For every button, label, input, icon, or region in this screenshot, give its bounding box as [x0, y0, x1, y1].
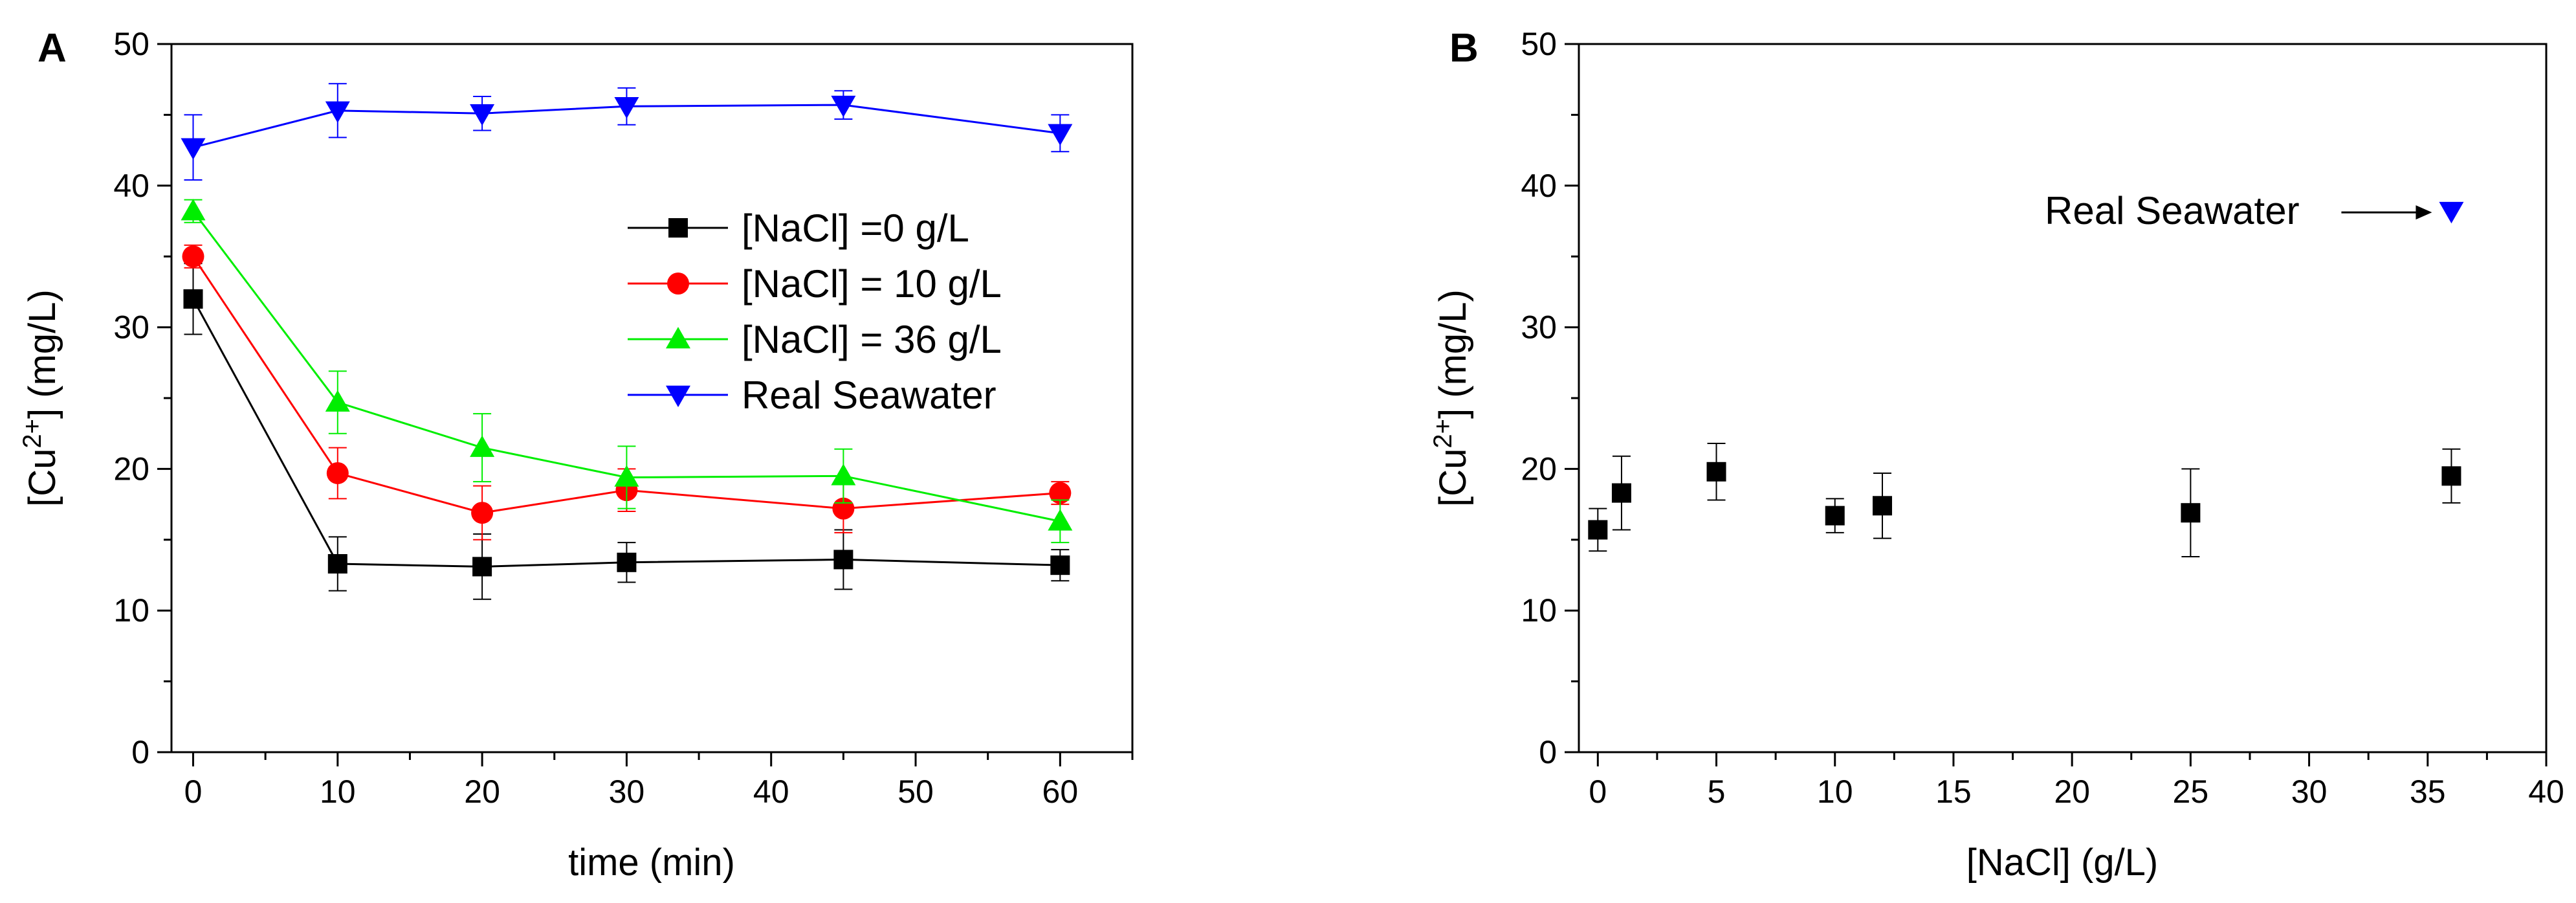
panel-a-x-tick-label: 20: [464, 774, 500, 810]
data-point-nacl-solutions: [2441, 466, 2461, 486]
panel-b-y-axis-label: [Cu2+] (mg/L): [1429, 289, 1474, 507]
panel-b-x-axis-label: [NaCl] (g/L): [1966, 842, 2159, 884]
data-point-nacl-36-g-l: [614, 465, 639, 487]
data-point-nacl-0-g-l: [472, 557, 492, 577]
panel-b-y-tick-label: 10: [1521, 592, 1557, 629]
panel-a-ticks: 0 10 20 30 40 50 60 0 10 20 30 40 50: [113, 26, 1134, 810]
data-point-nacl-36-g-l: [831, 463, 856, 485]
panel-a: A 0 10 20 30 40 50 60 0 10 20 30 40 50 time (min) [C…: [18, 26, 1134, 884]
panel-a-x-tick-label: 60: [1042, 774, 1079, 810]
data-point-nacl-0-g-l: [1050, 555, 1070, 575]
panel-b-annotation: Real Seawater: [2045, 189, 2432, 232]
legend-label-nacl-0-g-l: [NaCl] =0 g/L: [742, 206, 969, 250]
data-point-nacl-solutions: [1825, 506, 1845, 526]
panel-b-x-tick-label: 30: [2291, 774, 2328, 810]
annotation-arrow-head: [2416, 205, 2432, 220]
panel-a-series: [181, 83, 1073, 600]
panel-a-x-axis-label: time (min): [568, 842, 735, 884]
panel-b-x-tick-label: 10: [1817, 774, 1853, 810]
panel-b-series: [1588, 201, 2464, 558]
data-point-nacl-10-g-l: [182, 245, 204, 268]
legend-label-nacl-36-g-l: [NaCl] = 36 g/L: [742, 318, 1002, 361]
data-point-real-seawater: [2439, 201, 2464, 224]
panel-b-y-tick-label: 30: [1521, 309, 1557, 346]
panel-b-y-tick-label: 0: [1539, 734, 1557, 770]
data-point-real-seawater: [325, 101, 350, 123]
data-point-real-seawater: [831, 95, 856, 118]
panel-b-y-tick-label: 20: [1521, 451, 1557, 487]
data-point-nacl-solutions: [1611, 483, 1631, 503]
data-point-real-seawater: [470, 104, 495, 126]
legend-label-real-seawater: Real Seawater: [742, 373, 996, 417]
data-point-nacl-0-g-l: [833, 550, 853, 570]
data-point-real-seawater: [181, 138, 206, 160]
panel-b-y-tick-label: 50: [1521, 26, 1557, 62]
series-line-real-seawater: [193, 104, 1061, 149]
data-point-nacl-36-g-l: [470, 435, 495, 457]
panel-a-y-tick-label: 40: [113, 168, 149, 204]
data-point-nacl-36-g-l: [1048, 509, 1073, 531]
data-point-real-seawater: [1048, 124, 1073, 146]
data-point-nacl-0-g-l: [617, 552, 637, 572]
annotation-text: Real Seawater: [2045, 189, 2300, 232]
series-line-nacl-36-g-l: [192, 210, 1061, 522]
legend-marker-real-seawater: [666, 385, 690, 407]
panel-b-label: B: [1449, 26, 1479, 71]
panel-b-x-tick-label: 20: [2054, 774, 2090, 810]
panel-b-y-tick-label: 40: [1521, 168, 1557, 204]
data-point-nacl-10-g-l: [1049, 482, 1072, 504]
panel-a-x-tick-label: 30: [609, 774, 645, 810]
legend-marker-nacl-36-g-l: [666, 327, 690, 349]
legend-marker-nacl-0-g-l: [668, 218, 688, 238]
data-point-nacl-0-g-l: [327, 553, 347, 574]
data-point-nacl-0-g-l: [183, 289, 203, 309]
panel-a-x-tick-label: 50: [897, 774, 934, 810]
panel-b-plot-frame: [1578, 43, 2548, 753]
panel-b-x-tick-label: 15: [1935, 774, 1972, 810]
panel-b-x-tick-label: 0: [1589, 774, 1607, 810]
data-point-nacl-36-g-l: [181, 199, 206, 221]
panel-a-y-tick-label: 30: [113, 309, 149, 346]
panel-a-y-tick-label: 10: [113, 592, 149, 629]
series-line-nacl-0-g-l: [192, 298, 1061, 568]
series-line-nacl-10-g-l: [192, 256, 1061, 514]
panel-a-y-tick-label: 0: [131, 734, 149, 770]
data-point-nacl-10-g-l: [471, 502, 494, 524]
panel-a-x-tick-label: 10: [320, 774, 356, 810]
data-point-nacl-solutions: [1706, 462, 1726, 482]
panel-b-x-tick-label: 40: [2528, 774, 2564, 810]
legend-label-nacl-10-g-l: [NaCl] = 10 g/L: [742, 262, 1002, 306]
panel-a-legend: [NaCl] =0 g/L [NaCl] = 10 g/L [NaCl] = 36 …: [628, 206, 1002, 417]
panel-a-label: A: [38, 26, 67, 71]
panel-b-x-tick-label: 35: [2410, 774, 2446, 810]
data-point-nacl-10-g-l: [326, 462, 349, 484]
panel-a-x-tick-label: 0: [184, 774, 203, 810]
panel-b-x-tick-label: 25: [2173, 774, 2209, 810]
panel-a-y-tick-label: 20: [113, 451, 149, 487]
panel-a-x-tick-label: 40: [753, 774, 789, 810]
panel-b: B 0 5 10 15 20 25 30 35 40 0 10 20 30 40 50 [NaCl] (g/…: [1429, 26, 2564, 884]
data-point-nacl-36-g-l: [325, 390, 350, 412]
data-point-nacl-solutions: [1588, 520, 1608, 540]
panel-b-x-tick-label: 5: [1708, 774, 1726, 810]
data-point-nacl-solutions: [2181, 503, 2201, 523]
data-point-nacl-solutions: [1873, 496, 1893, 516]
panel-a-y-tick-label: 50: [113, 26, 149, 62]
panel-a-y-axis-label: [Cu2+] (mg/L): [18, 289, 63, 507]
data-point-real-seawater: [614, 97, 639, 119]
legend-marker-nacl-10-g-l: [667, 273, 689, 295]
panel-b-ticks: 0 5 10 15 20 25 30 35 40 0 10 20 30 40 50: [1521, 26, 2564, 810]
